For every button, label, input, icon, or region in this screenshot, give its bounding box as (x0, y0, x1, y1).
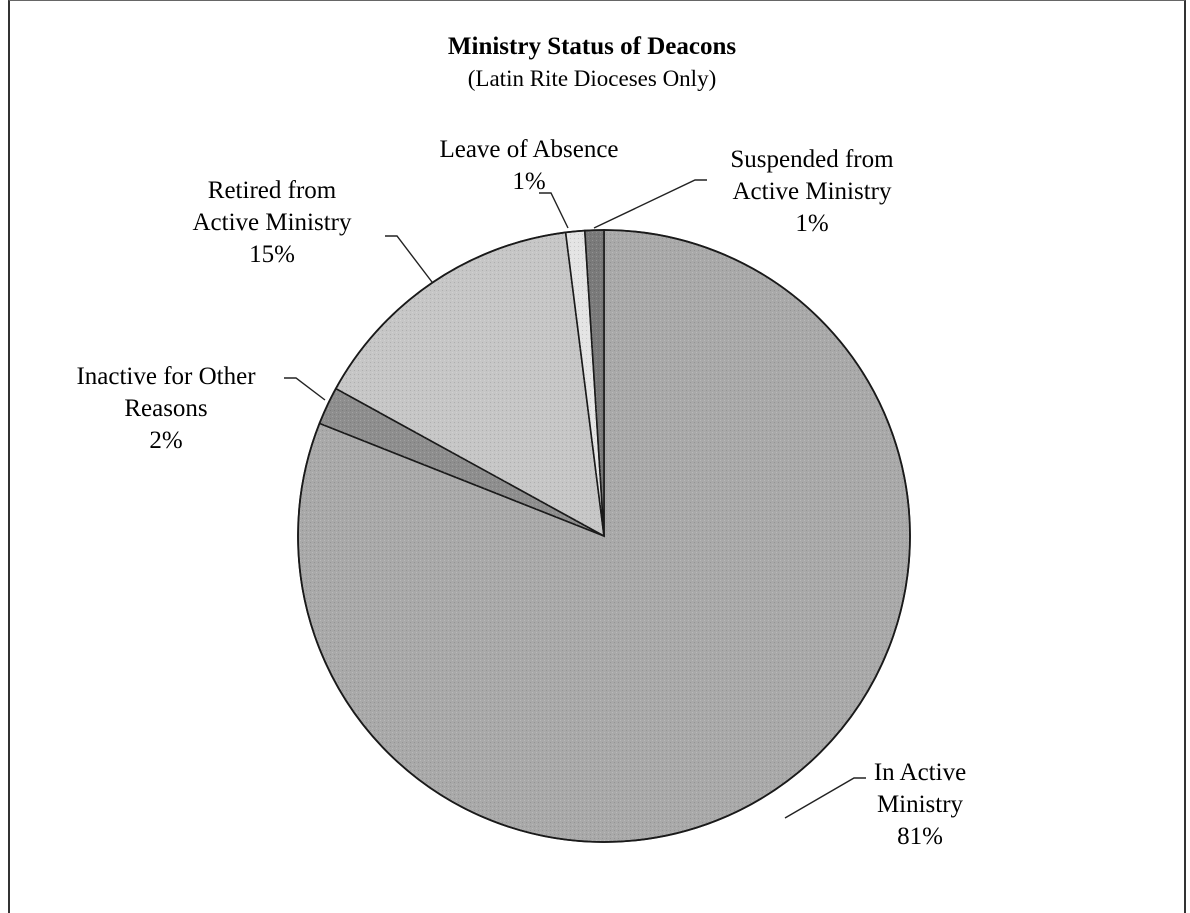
pie-slice-texture-leave-of-absence (565, 230, 604, 536)
pie-slice-texture-suspended-active-ministry (584, 230, 604, 536)
leader-lines (284, 179, 866, 819)
leader-line-leave-of-absence (539, 192, 569, 229)
chart-subtitle: (Latin Rite Dioceses Only) (468, 66, 716, 91)
slice-label-leave-of-absence: Leave of Absence 1% (439, 136, 618, 195)
pie-slices (297, 229, 911, 843)
slice-percent: 15% (249, 241, 295, 268)
slice-label-in-active-ministry: In Active Ministry 81% (874, 759, 966, 850)
leader-line-inactive-other-reasons (284, 377, 326, 401)
slice-label-suspended-active-ministry: Suspended from Active Ministry 1% (730, 146, 894, 237)
leader-line-retired-active-ministry (385, 235, 433, 283)
chart-frame (8, 0, 1186, 913)
slice-label-line: Reasons (124, 395, 207, 422)
slice-label-line: Inactive for Other (76, 363, 256, 390)
slice-label-line: Active Ministry (732, 178, 892, 205)
slice-labels: In Active Ministry 81% Inactive for Other Re… (76, 136, 966, 850)
slice-label-line: Leave of Absence (439, 136, 618, 163)
slice-percent: 1% (512, 168, 545, 195)
slice-label-line: Retired from (208, 177, 337, 204)
slice-label-retired-active-ministry: Retired from Active Ministry 15% (192, 177, 352, 268)
slice-percent: 2% (149, 427, 182, 454)
leader-line-suspended-active-ministry (593, 179, 707, 229)
slice-percent: 1% (795, 210, 828, 237)
slice-label-line: In Active (874, 759, 966, 786)
pie-slice-texture-inactive-other-reasons (319, 388, 604, 536)
slice-label-line: Active Ministry (192, 209, 352, 236)
slice-label-inactive-other-reasons: Inactive for Other Reasons 2% (76, 363, 256, 454)
slice-label-line: Ministry (877, 791, 964, 818)
slice-percent: 81% (897, 823, 943, 850)
slice-label-line: Suspended from (730, 146, 894, 173)
chart-title: Ministry Status of Deacons (448, 33, 736, 60)
leader-line-in-active-ministry (784, 777, 866, 819)
pie-slice-texture-retired-active-ministry (335, 232, 604, 536)
pie-outline (297, 229, 911, 843)
